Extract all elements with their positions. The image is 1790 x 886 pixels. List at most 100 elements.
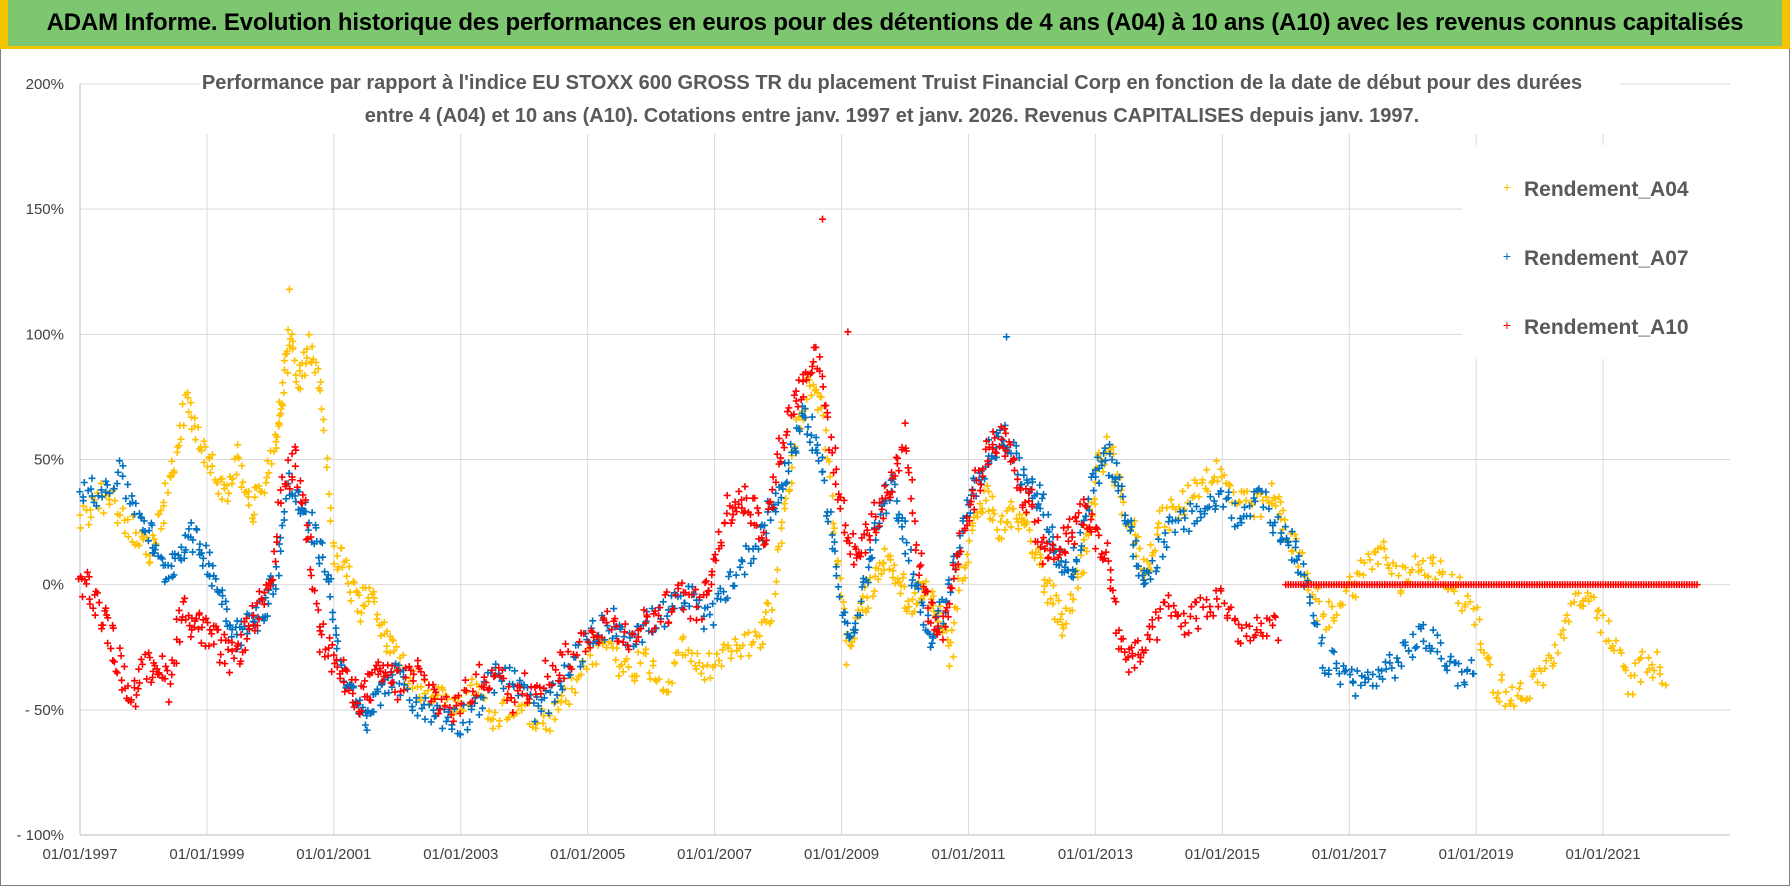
data-point-Rendement_A04 [119,504,127,512]
data-point-Rendement_A10 [1237,639,1245,647]
data-point-Rendement_A04 [1058,610,1066,618]
data-point-Rendement_A10 [963,521,971,529]
data-point-Rendement_A04 [1630,671,1638,679]
data-point-Rendement_A07 [723,594,731,602]
data-point-Rendement_A10 [735,487,743,495]
data-point-Rendement_A04 [998,512,1006,520]
data-point-Rendement_A10 [132,702,140,710]
data-point-Rendement_A07 [1313,620,1321,628]
data-point-Rendement_A10 [1064,523,1072,531]
data-point-Rendement_A07 [158,555,166,563]
data-point-Rendement_A10 [841,521,849,529]
data-point-Rendement_A10 [879,514,887,522]
data-point-Rendement_A04 [613,644,621,652]
data-point-Rendement_A10 [1164,591,1172,599]
data-point-Rendement_A04 [466,681,474,689]
data-point-Rendement_A10 [234,640,242,648]
data-point-Rendement_A07 [1193,502,1201,510]
data-point-Rendement_A10 [898,446,906,454]
data-point-Rendement_A10 [282,482,290,490]
data-point-Rendement_A10 [380,673,388,681]
data-point-Rendement_A07 [132,499,140,507]
data-point-Rendement_A10 [1066,515,1074,523]
data-point-Rendement_A10 [924,604,932,612]
legend-item-a04: + Rendement_A04 [1503,178,1689,201]
data-point-Rendement_A04 [1044,599,1052,607]
data-point-Rendement_A04 [303,345,311,353]
chart-title-line-2: entre 4 (A04) et 10 ans (A10). Cotations… [365,105,1419,127]
data-point-Rendement_A07 [659,598,667,606]
data-point-Rendement_A07 [182,546,190,554]
data-point-Rendement_A04 [191,414,199,422]
data-point-Rendement_A10 [1220,599,1228,607]
data-point-Rendement_A04 [1497,676,1505,684]
data-point-Rendement_A10 [979,472,987,480]
data-point-Rendement_A10 [224,646,232,654]
data-point-Rendement_A04 [1384,561,1392,569]
data-point-Rendement_A10 [1102,548,1110,556]
data-point-Rendement_A07 [1353,667,1361,675]
data-point-Rendement_A10 [441,702,449,710]
data-point-Rendement_A10 [333,656,341,664]
data-point-Rendement_A10 [712,556,720,564]
data-point-Rendement_A10 [1231,616,1239,624]
data-point-Rendement_A04 [788,479,796,487]
data-point-Rendement_A04 [767,617,775,625]
data-point-Rendement_A07 [516,676,524,684]
data-point-Rendement_A04 [1486,661,1494,669]
data-point-Rendement_A10 [1227,603,1235,611]
data-point-Rendement_A10 [970,506,978,514]
data-point-Rendement_A04 [988,493,996,501]
data-point-Rendement_A10 [832,480,840,488]
data-point-Rendement_A10 [846,550,854,558]
data-point-Rendement_A04 [993,526,1001,534]
data-point-Rendement_A04 [1243,487,1251,495]
data-point-Rendement_A07 [546,688,554,696]
data-point-Rendement_A04 [320,426,328,434]
data-point-Rendement_A07 [421,715,429,723]
data-point-Rendement_A07 [90,498,98,506]
data-point-Rendement_A07 [1285,541,1293,549]
data-point-Rendement_A10 [1107,576,1115,584]
data-point-Rendement_A10 [175,606,183,614]
data-point-Rendement_A10 [844,534,852,542]
data-point-Rendement_A07 [79,497,87,505]
data-point-Rendement_A10 [1028,501,1036,509]
data-point-Rendement_A10 [1153,636,1161,644]
data-point-Rendement_A07 [867,555,875,563]
data-point-Rendement_A04 [1411,552,1419,560]
data-point-Rendement_A04 [86,506,94,514]
data-point-Rendement_A07 [1306,593,1314,601]
data-point-Rendement_A10 [602,619,610,627]
data-point-Rendement_A10 [640,606,648,614]
data-point-Rendement_A10 [224,636,232,644]
data-point-Rendement_A04 [775,543,783,551]
data-point-Rendement_A04 [1068,607,1076,615]
data-point-Rendement_A04 [623,655,631,663]
data-point-Rendement_A07 [1145,569,1153,577]
x-tick-label: 01/01/2015 [1185,846,1260,863]
data-point-Rendement_A04 [238,462,246,470]
data-point-Rendement_A07 [374,688,382,696]
data-point-Rendement_A07 [222,617,230,625]
data-point-Rendement_A04 [1366,556,1374,564]
data-point-Rendement_A04 [356,618,364,626]
data-point-Rendement_A10 [593,632,601,640]
data-point-Rendement_A07 [1369,670,1377,678]
data-point-Rendement_A04 [1621,664,1629,672]
data-point-Rendement_A07 [1129,552,1137,560]
data-point-Rendement_A10 [1125,668,1133,676]
data-point-Rendement_A07 [832,563,840,571]
data-point-Rendement_A07 [212,575,220,583]
data-point-Rendement_A04 [837,592,845,600]
data-point-Rendement_A07 [1397,662,1405,670]
data-point-Rendement_A07 [1092,473,1100,481]
data-point-Rendement_A07 [228,626,236,634]
data-point-Rendement_A07 [851,619,859,627]
data-point-Rendement_A10 [446,704,454,712]
data-point-Rendement_A10 [881,482,889,490]
data-point-Rendement_A07 [914,585,922,593]
data-point-Rendement_A04 [1648,661,1656,669]
data-point-Rendement_A07 [102,477,110,485]
banner-underline [0,46,1790,49]
